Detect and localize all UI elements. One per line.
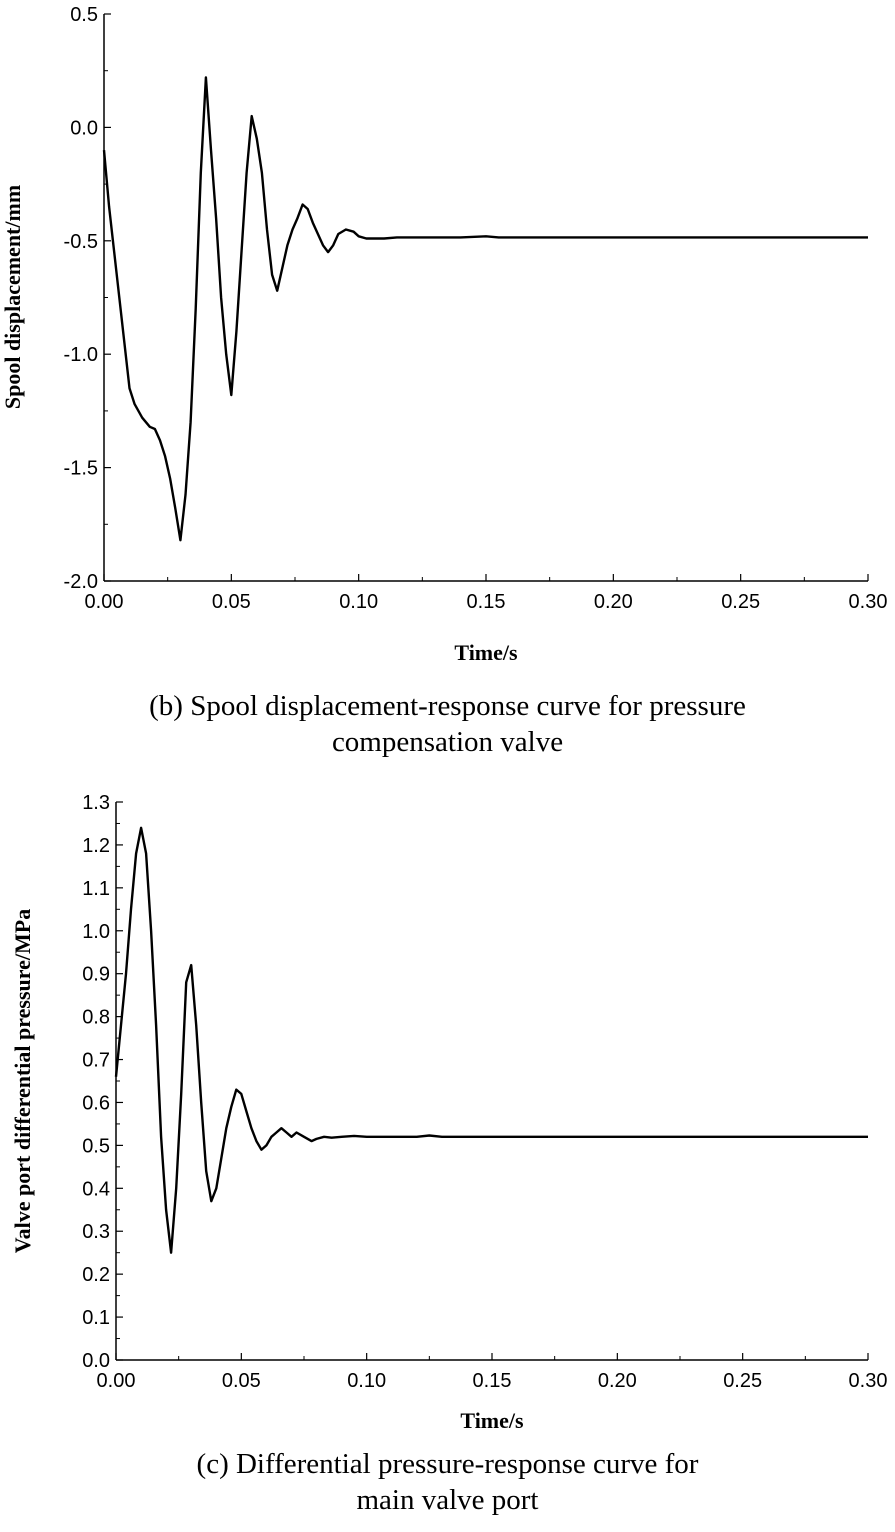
y-tick-label: 0.6 [82, 1092, 110, 1114]
x-tick-label: 0.25 [721, 591, 760, 613]
y-tick-label: 0.1 [82, 1307, 110, 1329]
x-tick-label: 0.15 [473, 1370, 512, 1392]
chart-spool-displacement: 0.00 0.05 0.10 0.15 0.20 0.25 0.30 -2.0 -1.5 -1.0… [0, 4, 887, 665]
y-tick-label: 0.5 [82, 1135, 110, 1157]
x-tick-label: 0.20 [594, 591, 633, 613]
y-tick-label: 0.4 [82, 1178, 110, 1200]
x-tick-label: 0.10 [339, 591, 378, 613]
x-axis-title: Time/s [460, 1408, 524, 1433]
y-tick-label: 1.0 [82, 921, 110, 943]
y-tick-label: 0.2 [82, 1264, 110, 1286]
chart-differential-pressure: 0.00 0.05 0.10 0.15 0.20 0.25 0.30 0.0 0.1 0.2 0.3… [10, 792, 887, 1433]
y-tick-label: 0.9 [82, 964, 110, 986]
y-tick-label: 1.1 [82, 878, 110, 900]
y-axis-title: Spool displacement/mm [0, 185, 25, 409]
x-axis-title: Time/s [454, 640, 518, 665]
y-tick-label: 0.0 [82, 1350, 110, 1372]
x-tick-label: 0.15 [467, 591, 506, 613]
x-tick-label: 0.25 [723, 1370, 762, 1392]
caption-line-2: main valve port [356, 1484, 539, 1516]
y-tick-label: 0.5 [70, 4, 98, 26]
x-tick-label: 0.00 [97, 1370, 136, 1392]
caption-line-2: compensation valve [331, 726, 564, 758]
y-tick-label: 0.0 [70, 117, 98, 139]
caption-line-1: (c) Differential pressure-response curve… [196, 1448, 699, 1480]
y-tick-label: -1.0 [64, 344, 98, 366]
y-tick-label: 0.8 [82, 1007, 110, 1029]
y-tick-label: 0.3 [82, 1221, 110, 1243]
x-tick-label: 0.30 [849, 591, 888, 613]
x-tick-label: 0.00 [85, 591, 124, 613]
series-line [102, 76, 868, 542]
y-tick-label: 1.2 [82, 835, 110, 857]
y-tick-label: -1.5 [64, 458, 98, 480]
x-tick-label: 0.30 [849, 1370, 888, 1392]
caption-line-1: (b) Spool displacement-response curve fo… [149, 690, 746, 722]
caption-differential-pressure: (c) Differential pressure-response curve… [0, 1446, 895, 1518]
x-tick-label: 0.20 [598, 1370, 637, 1392]
caption-spool-displacement: (b) Spool displacement-response curve fo… [0, 688, 895, 760]
series-line [114, 826, 868, 1254]
y-tick-label: 1.3 [82, 792, 110, 814]
y-tick-label: -2.0 [64, 571, 98, 593]
y-axis-title: Valve port differential pressure/MPa [10, 909, 35, 1253]
x-tick-label: 0.10 [347, 1370, 386, 1392]
x-tick-label: 0.05 [212, 591, 251, 613]
y-tick-label: 0.7 [82, 1050, 110, 1072]
y-tick-label: -0.5 [64, 231, 98, 253]
x-tick-label: 0.05 [222, 1370, 261, 1392]
